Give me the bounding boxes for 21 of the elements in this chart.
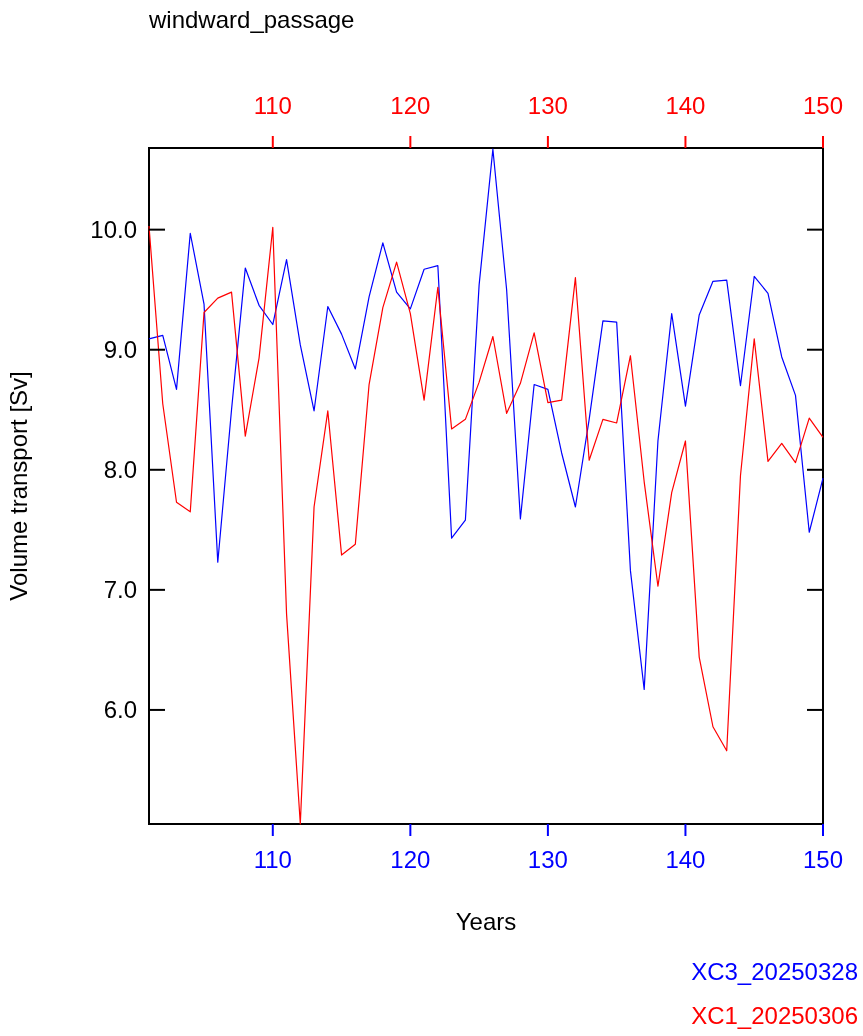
text: XC1_20250306 (691, 1002, 858, 1029)
x2-tick-label: 140 (665, 92, 706, 119)
y-tick-label: 6.0 (103, 695, 137, 723)
x2-tick-label: 130 (527, 92, 568, 119)
y-tick-label: 9.0 (103, 335, 137, 363)
x-axis-title: Years (455, 908, 517, 935)
x-tick-label: 140 (665, 846, 706, 873)
x-tick-label: 130 (527, 846, 568, 873)
y-tick-label: 8.0 (103, 455, 137, 483)
line-series (148, 148, 824, 691)
x2-tick-label: 120 (390, 92, 431, 119)
y-tick-label: 7.0 (103, 575, 137, 603)
chart-title: windward_passage (148, 6, 355, 33)
x-tick-label: 110 (253, 846, 292, 873)
text: XC3_20250328 (691, 958, 858, 985)
y-axis-title: Volume transport [Sv] (5, 371, 32, 601)
x2-tick-label: 110 (253, 92, 292, 119)
x-tick-label: 150 (802, 846, 844, 873)
x2-tick-label: 150 (802, 92, 844, 119)
y-tick-label: 10.0 (90, 215, 137, 243)
x-tick-label: 120 (390, 846, 431, 873)
